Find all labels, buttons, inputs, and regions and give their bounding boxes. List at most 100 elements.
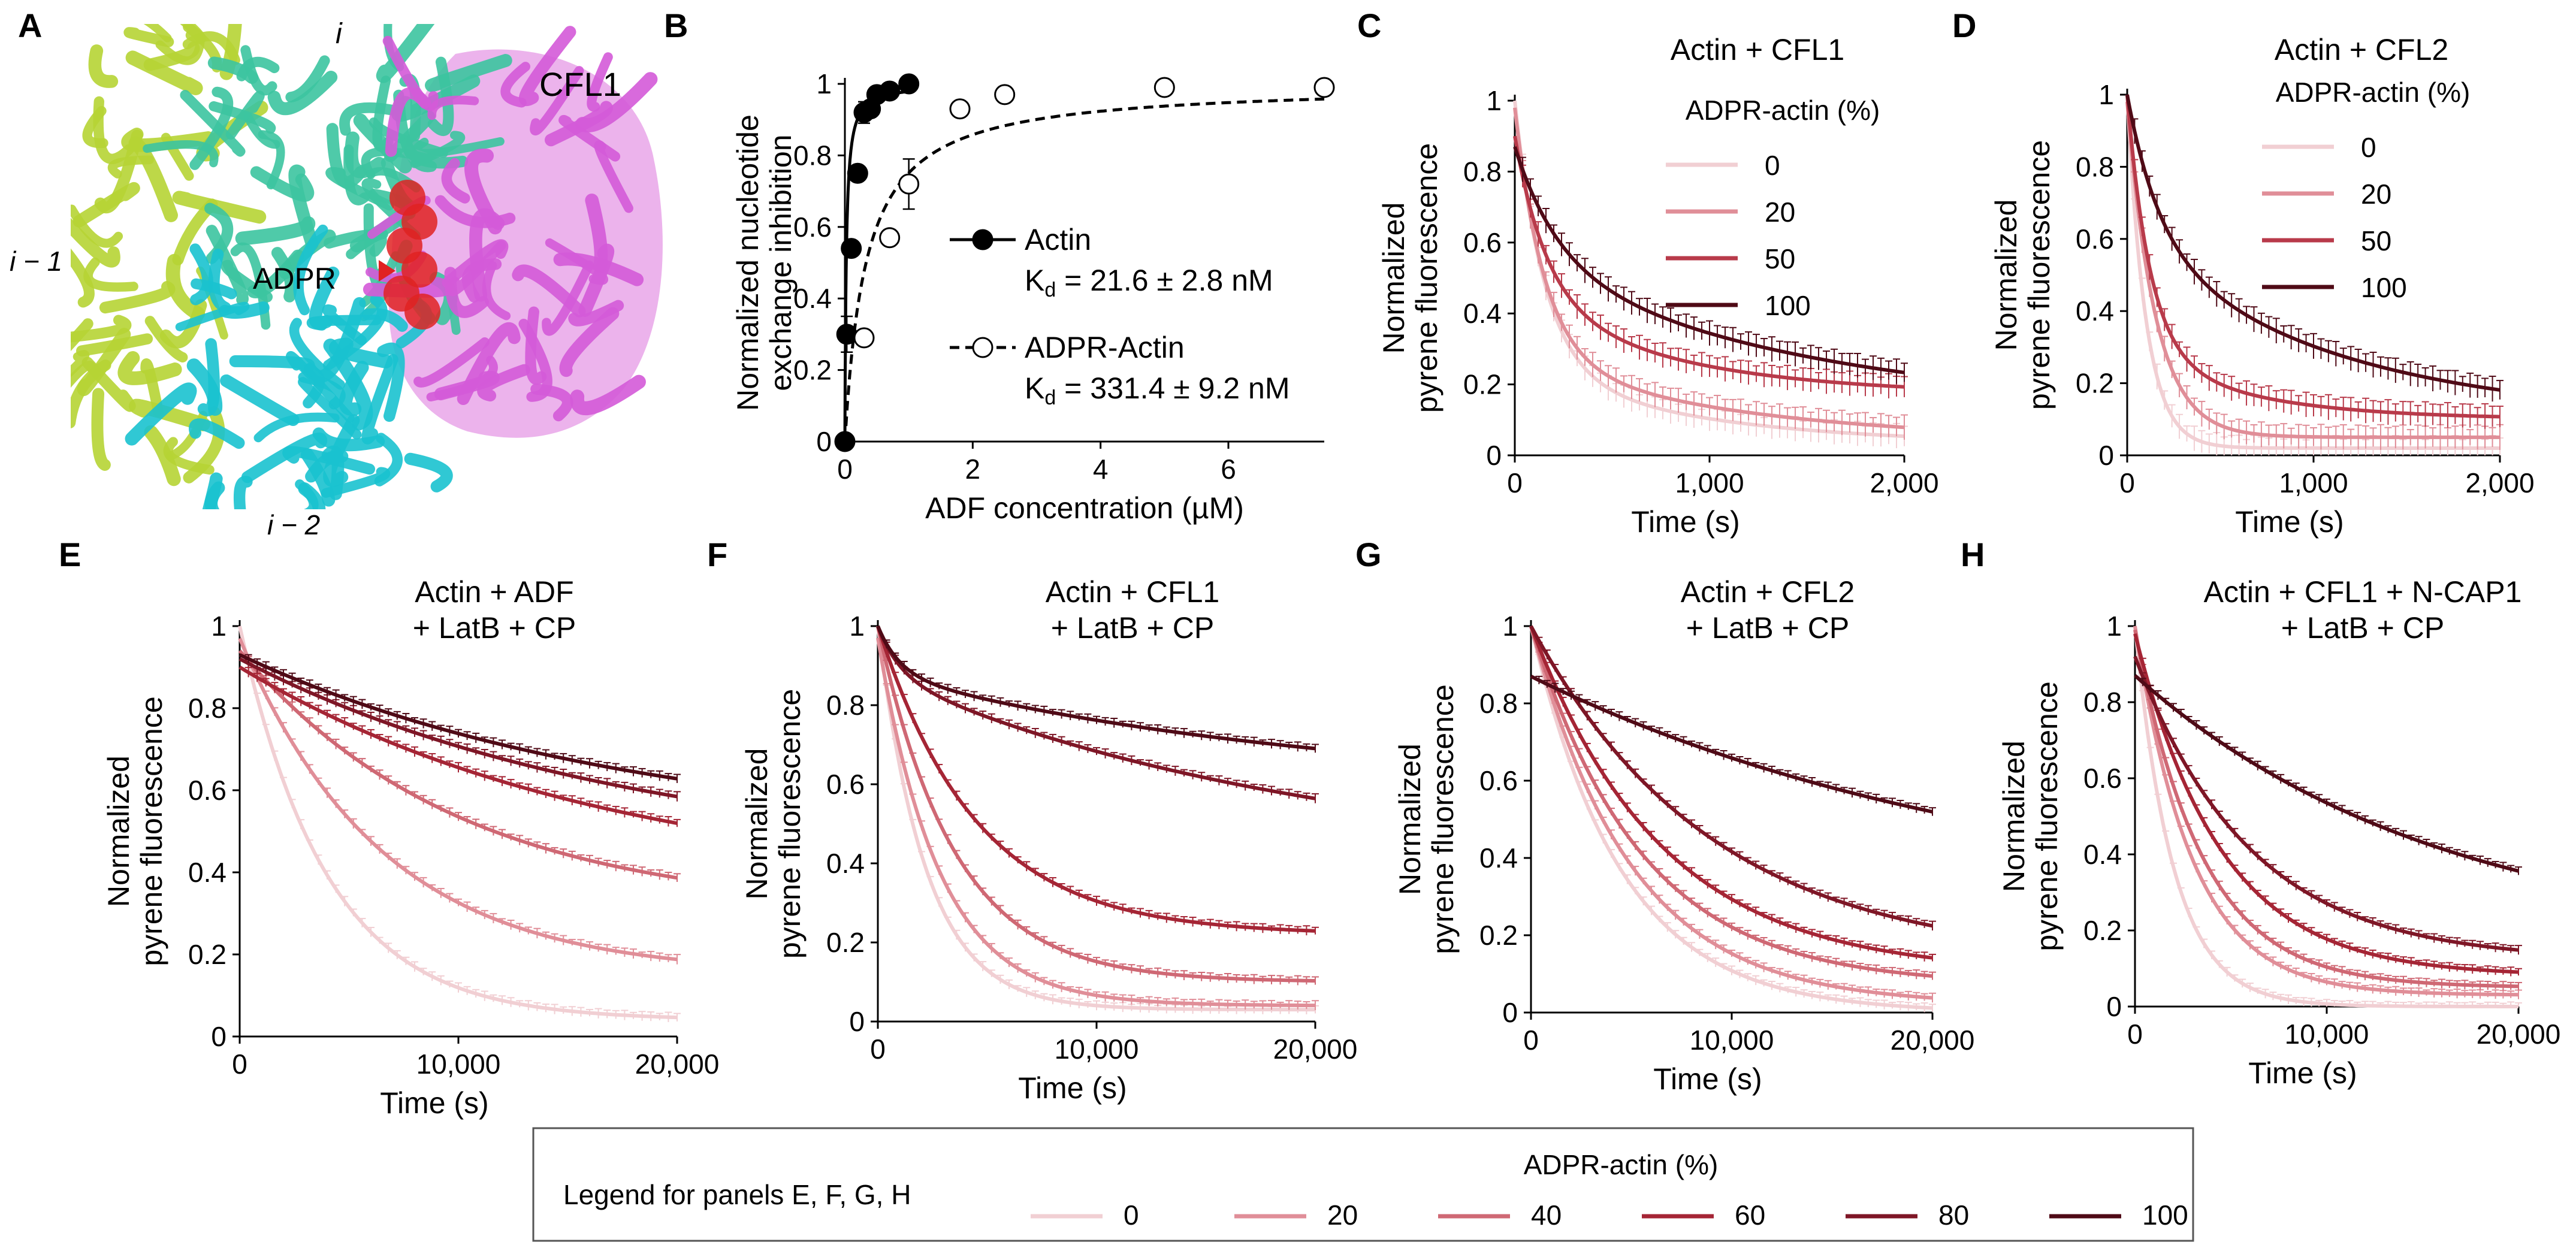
cfl1-ribbon <box>457 322 521 405</box>
y-axis-label: Normalized <box>102 756 135 907</box>
series-line <box>2133 633 2519 974</box>
chart-title: Actin + CFL2 <box>1681 575 1855 609</box>
x-tick-label: 10,000 <box>2285 1019 2369 1050</box>
y-tick-label: 0.4 <box>2076 295 2114 327</box>
x-tick-label: 2,000 <box>2465 467 2534 498</box>
subunit-i-ribbon <box>221 259 273 303</box>
x-tick-label: 20,000 <box>1891 1025 1975 1056</box>
y-axis-label: Normalized nucleotide <box>731 114 765 411</box>
legend-value: 50 <box>1765 243 1795 274</box>
subunit-i-minus-2-ribbon <box>295 479 319 509</box>
y-tick-label: 0.2 <box>1479 920 1518 951</box>
subunit-i-minus-1-ribbon <box>93 96 135 164</box>
chart-panel-f: F 0 0.2 0.4 0.6 0.8 1 0 10,000 20,000 Normalized py… <box>707 536 1357 1105</box>
y-tick-label: 0 <box>1502 997 1518 1028</box>
x-tick-label: 10,000 <box>416 1048 501 1080</box>
subunit-i-minus-2-ribbon <box>404 452 453 492</box>
series-h-20 <box>2133 625 2522 999</box>
y-axis-label: exchange inhibition <box>764 134 798 391</box>
x-tick-label: 1,000 <box>2279 467 2348 498</box>
legend-item-label: 100 <box>2142 1199 2188 1231</box>
x-tick-label: 20,000 <box>1273 1034 1358 1065</box>
panel-letter-g: G <box>1355 536 1382 573</box>
series-g-60 <box>1529 625 1936 962</box>
legend-value: 100 <box>1765 290 1811 321</box>
subunit-i-minus-2-ribbon <box>191 278 237 300</box>
y-tick-label: 0.2 <box>2083 915 2122 946</box>
legend-item-label: 80 <box>1938 1199 1969 1231</box>
y-tick-label: 1 <box>1502 611 1518 642</box>
cfl1-ribbon <box>587 52 613 112</box>
series-f-60 <box>876 625 1319 936</box>
panel-letter-a: A <box>18 7 42 44</box>
chart-title: Actin + CFL1 <box>1046 575 1219 609</box>
series-line <box>2134 674 2519 873</box>
subunit-i-minus-2-ribbon <box>377 342 405 422</box>
series-line <box>238 653 678 781</box>
x-tick-label: 0 <box>1523 1025 1539 1056</box>
y-tick-label: 0.4 <box>826 848 865 879</box>
y-tick-label: 0.6 <box>2083 763 2122 794</box>
subunit-i-minus-1-ribbon <box>144 316 188 362</box>
chart-panel-h: H 0 0.2 0.4 0.6 0.8 1 0 10,000 20,000 Normalized py… <box>1961 536 2560 1090</box>
y-tick-label: 1 <box>849 611 865 642</box>
subunit-i-ribbon <box>271 247 297 303</box>
series-line <box>238 657 678 799</box>
y-tick-label: 0.8 <box>2083 687 2122 718</box>
chart-panel-e: E 0 0.2 0.4 0.6 0.8 1 0 10,000 20,000 Normalized py… <box>59 536 719 1120</box>
series-line <box>1530 675 1933 814</box>
y-axis-label: pyrene fluorescence <box>2022 140 2056 410</box>
y-axis-label: pyrene fluorescence <box>2030 681 2064 951</box>
subunit-i-minus-1-ribbon <box>108 155 154 179</box>
subunit-i-minus-2-ribbon <box>298 377 362 440</box>
label-subunit-i-minus-2: i − 2 <box>267 509 320 540</box>
cfl1-ribbon <box>542 260 594 336</box>
series-line <box>1513 107 1905 430</box>
label-adpr: ADPR <box>253 262 336 295</box>
chart-panel-g: G 0 0.2 0.4 0.6 0.8 1 0 10,000 20,000 Normalized py… <box>1355 536 1974 1096</box>
subunit-i-minus-1-ribbon <box>71 359 111 428</box>
cfl1-ribbon <box>594 140 633 213</box>
adpr-arrow-icon <box>379 260 395 282</box>
subunit-i-minus-1-ribbon <box>71 217 120 268</box>
series-e-20 <box>238 637 681 965</box>
subunit-i-minus-2-ribbon <box>189 418 245 449</box>
subunit-i-minus-2-ribbon <box>329 337 393 368</box>
series-g-20 <box>1529 625 1936 1003</box>
series-g-100 <box>1530 675 1936 816</box>
chart-title: Actin + CFL1 + N-CAP1 <box>2204 575 2522 609</box>
series-h-40 <box>2133 629 2522 991</box>
data-point <box>949 98 971 120</box>
data-point <box>853 327 875 349</box>
subunit-i-minus-2-ribbon <box>289 318 345 390</box>
data-point <box>879 227 901 249</box>
series-g-0 <box>1529 625 1936 1013</box>
y-tick-label: 0 <box>1486 440 1502 471</box>
subunit-i-minus-2-ribbon <box>300 448 336 507</box>
subunit-i-minus-2-ribbon <box>175 301 250 331</box>
series-h-80 <box>2133 655 2522 955</box>
legend-series-name: ADPR-Actin <box>1025 331 1185 364</box>
y-tick-label: 0 <box>816 426 832 457</box>
y-tick-label: 0.4 <box>188 857 227 888</box>
subunit-i-minus-2-ribbon <box>197 338 220 416</box>
subunit-i-minus-1-ribbon <box>144 425 181 486</box>
series-line <box>2133 655 2519 952</box>
y-axis-label: Normalized <box>1393 744 1427 895</box>
x-tick-label: 0 <box>2127 1019 2143 1050</box>
series-line <box>1529 625 1933 1000</box>
chart-title: Actin + CFL1 <box>1671 33 1844 67</box>
subunit-i-ribbon <box>339 102 398 136</box>
legend-marker <box>972 229 993 250</box>
chart-title: Actin + CFL2 <box>2275 33 2448 67</box>
label-subunit-i: i <box>336 18 343 50</box>
cfl1-ribbon <box>500 62 531 108</box>
subunit-i-ribbon <box>143 140 219 168</box>
legend-value: 0 <box>1765 150 1780 181</box>
legend-item-label: 40 <box>1531 1199 1562 1231</box>
subunit-i-minus-1-ribbon <box>183 406 225 484</box>
x-tick-label: 0 <box>837 454 853 485</box>
cfl1-ribbon <box>518 319 552 402</box>
cfl1-ribbon <box>441 158 470 204</box>
